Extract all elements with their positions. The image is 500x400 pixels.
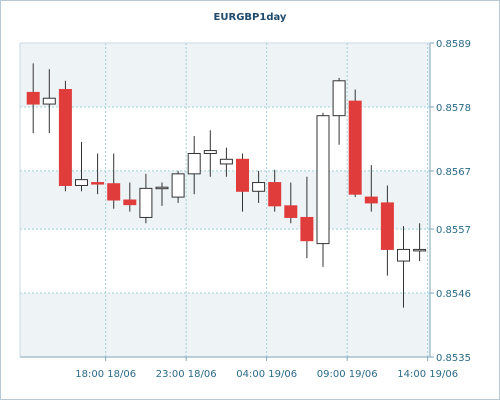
candle [219, 147, 233, 177]
candle-body-up [42, 97, 56, 105]
candle-body-up [139, 187, 153, 218]
candle [123, 182, 137, 212]
candle-body-down [348, 100, 362, 195]
candle [139, 173, 153, 224]
candle-body-down [300, 216, 314, 242]
candle [380, 185, 394, 276]
candle-body-up [397, 248, 410, 262]
candle-body-up [187, 152, 201, 175]
y-tick-label: 0.8546 [436, 289, 471, 300]
y-tick-label: 0.8578 [436, 103, 471, 114]
candle-body-up [75, 179, 88, 186]
candle [364, 165, 378, 212]
x-tick-label: 04:00 19/06 [236, 369, 297, 380]
candle [107, 153, 121, 209]
chart-title: EURGBP1day [213, 12, 287, 23]
candle [268, 169, 282, 212]
x-tick-label: 23:00 18/06 [156, 369, 217, 380]
candle [348, 89, 362, 198]
candle-body-up [316, 115, 330, 245]
candle [316, 112, 330, 267]
candle [91, 153, 105, 195]
candle [413, 223, 427, 262]
x-tick-label: 09:00 19/06 [317, 369, 378, 380]
candle-body-down [123, 199, 137, 206]
candle [155, 182, 169, 206]
x-tick-label: 18:00 18/06 [75, 369, 136, 380]
candle [397, 226, 410, 308]
candle-body-down [364, 196, 378, 204]
candle-body-up [219, 158, 233, 165]
candle-body-down [58, 89, 72, 186]
y-tick-label: 0.8589 [436, 39, 471, 50]
candle-body-down [236, 158, 249, 192]
candle [236, 153, 249, 212]
plot-band [20, 229, 430, 294]
y-tick-label: 0.8557 [436, 225, 471, 236]
candle-body-up [203, 150, 217, 154]
candle-body-down [284, 205, 298, 218]
candle-body-up [252, 182, 266, 192]
candle [187, 136, 201, 195]
x-tick-label: 14:00 19/06 [397, 369, 458, 380]
candle-body-down [91, 182, 105, 185]
candle-body-up [413, 248, 427, 252]
candle [300, 176, 314, 259]
candle-body-down [107, 183, 121, 201]
y-tick-label: 0.8535 [436, 353, 471, 364]
candle-body-up [155, 186, 169, 190]
candle [284, 182, 298, 224]
candle-body-down [380, 202, 394, 250]
candle [42, 69, 56, 134]
candle [75, 141, 88, 192]
candle [171, 170, 185, 203]
plot-band [20, 43, 430, 107]
candle [26, 63, 40, 134]
y-tick-label: 0.8567 [436, 167, 471, 178]
candle [252, 170, 266, 203]
candle-body-up [332, 80, 346, 117]
candle-body-down [268, 182, 282, 207]
candle-body-down [26, 91, 40, 105]
candle [203, 130, 217, 177]
candle [58, 80, 72, 192]
plot-band [20, 293, 430, 357]
candle-body-up [171, 173, 185, 198]
candle [332, 77, 346, 145]
